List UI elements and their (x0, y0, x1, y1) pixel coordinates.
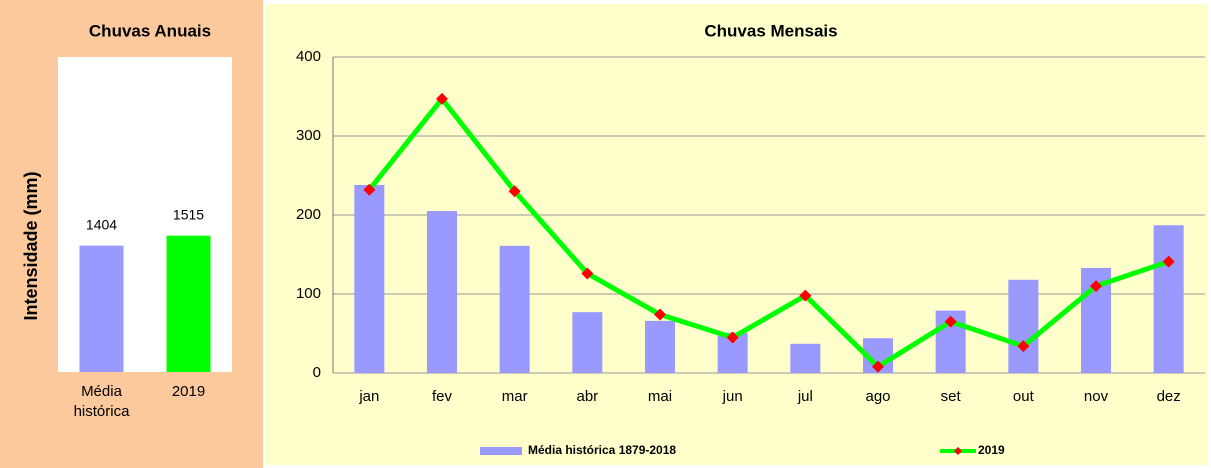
marker (1090, 280, 1102, 293)
x-tick-label: dez (1157, 388, 1181, 405)
marker (872, 360, 884, 373)
bar (354, 184, 385, 373)
bar (572, 312, 603, 373)
marker (436, 92, 448, 105)
bar (166, 235, 211, 372)
x-tick-label: jan (358, 388, 379, 405)
y-tick-label: 100 (296, 285, 321, 302)
marker (363, 183, 376, 196)
y-axis-label: Intensidade (mm) (21, 171, 41, 320)
line (367, 96, 1170, 370)
x-tick-label: abr (576, 388, 598, 405)
marker (799, 289, 812, 302)
x-tick-label: jul (797, 388, 813, 405)
legend-marker (954, 447, 962, 455)
x-tick-label: 2019 (171, 383, 206, 400)
y-tick-label: 300 (296, 127, 321, 144)
bar (427, 211, 457, 373)
x-tick-label: fev (432, 388, 453, 405)
y-tick-label: 400 (296, 48, 321, 65)
x-tick-label: jun (722, 388, 743, 405)
marker (581, 267, 594, 280)
bar (790, 343, 821, 373)
marker (944, 315, 957, 328)
bar (499, 245, 530, 373)
x-tick-label: set (941, 388, 962, 405)
marker (1017, 340, 1030, 353)
x-tick-label: mai (648, 388, 672, 405)
x-tick-label: Média histórica (73, 383, 130, 420)
right-title: Chuvas Mensais (704, 21, 837, 40)
bar (1153, 225, 1184, 373)
x-tick-label: ago (865, 388, 890, 405)
x-tick-label: out (1013, 388, 1035, 405)
marker (508, 185, 521, 198)
bar (79, 245, 124, 372)
x-tick-label: nov (1084, 388, 1109, 405)
bar (645, 320, 675, 373)
y-tick-label: 0 (313, 364, 321, 381)
y-tick-label: 200 (296, 206, 321, 223)
marker (654, 308, 666, 321)
bar (1008, 279, 1039, 373)
legend-label: Média histórica 1879-2018 (528, 443, 676, 457)
value-label: 1515 (173, 206, 204, 222)
x-tick-label: mar (502, 388, 528, 405)
right-panel (266, 4, 1208, 465)
left-title: Chuvas Anuais (89, 21, 211, 40)
marker (1162, 255, 1175, 268)
legend-label: 2019 (978, 443, 1005, 457)
marker (726, 331, 739, 344)
legend-swatch (480, 447, 522, 455)
value-label: 1404 (86, 216, 117, 232)
